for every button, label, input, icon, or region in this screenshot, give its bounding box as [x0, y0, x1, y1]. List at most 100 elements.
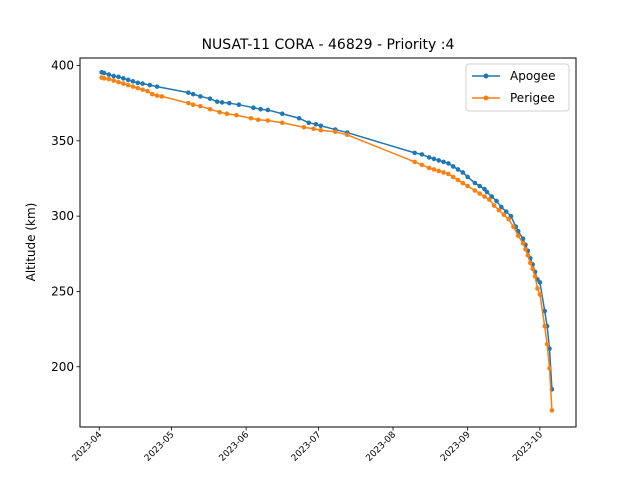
perigee-point [265, 118, 271, 123]
apogee-point [265, 107, 271, 113]
apogee-point [130, 79, 136, 84]
legend: Apogee Perigee [465, 63, 570, 112]
perigee-point [301, 124, 307, 130]
perigee-point [530, 266, 535, 272]
series-layer [99, 70, 555, 413]
apogee-point [460, 170, 466, 175]
perigee-point [506, 216, 511, 222]
chart-title: NUSAT-11 CORA - 46829 - Priority :4 [202, 37, 455, 53]
apogee-point [450, 164, 456, 169]
perigee-point [419, 162, 425, 168]
legend-perigee-marker [483, 95, 489, 101]
apogee-point [441, 159, 446, 165]
perigee-point [111, 78, 117, 83]
perigee-point [145, 88, 150, 94]
perigee-point [412, 159, 417, 165]
perigee-point [460, 180, 466, 186]
apogee-point [426, 155, 432, 160]
apogee-point [140, 81, 145, 86]
perigee-point [217, 109, 222, 115]
y-tick-label: 200 [51, 360, 74, 374]
y-axis-label: Altitude (km) [24, 203, 38, 282]
apogee-point [226, 100, 232, 106]
apogee-point [494, 198, 499, 204]
perigee-point [311, 126, 316, 132]
perigee-point [542, 323, 547, 329]
y-tick-label: 400 [51, 59, 74, 73]
legend-apogee-marker [483, 73, 489, 79]
perigee-point [159, 94, 165, 99]
perigee-point [186, 100, 191, 106]
perigee-point [501, 212, 507, 217]
apogee-point [207, 96, 213, 101]
apogee-point [431, 156, 437, 162]
apogee-point [106, 72, 112, 77]
perigee-point [149, 91, 155, 97]
apogee-point [472, 180, 478, 186]
y-tick-label: 350 [51, 134, 74, 148]
apogee-point [219, 100, 225, 105]
perigee-point [248, 115, 254, 121]
perigee-point [234, 112, 239, 118]
perigee-point [549, 408, 555, 413]
perigee-point [547, 365, 552, 371]
perigee-point [101, 76, 107, 81]
apogee-point [236, 102, 242, 107]
apogee-point [121, 76, 126, 81]
perigee-point [279, 120, 285, 126]
perigee-point [318, 127, 324, 133]
perigee-point [532, 274, 538, 279]
perigee-point [446, 171, 451, 177]
perigee-point [491, 203, 497, 208]
perigee-point [125, 82, 131, 88]
y-tick-label: 250 [51, 284, 74, 298]
perigee-point [487, 197, 492, 202]
perigee-point [106, 76, 112, 82]
apogee-point [419, 152, 425, 157]
apogee-point [477, 183, 482, 189]
perigee-point [116, 79, 121, 85]
y-tick-label: 300 [51, 209, 74, 223]
apogee-point [198, 94, 203, 99]
apogee-point [214, 99, 220, 104]
perigee-point [431, 167, 437, 172]
apogee-point [186, 90, 191, 95]
apogee-point [135, 80, 141, 86]
perigee-point [515, 233, 521, 239]
perigee-point [255, 117, 261, 123]
perigee-point [190, 102, 196, 107]
perigee-point [523, 246, 528, 252]
perigee-point [520, 240, 526, 246]
perigee-point [537, 292, 543, 297]
perigee-point [224, 111, 230, 117]
perigee-point [527, 260, 533, 266]
perigee-point [154, 93, 160, 98]
series-perigee [99, 75, 555, 413]
apogee-point [313, 121, 319, 127]
perigee-point [332, 129, 338, 135]
apogee-point [412, 150, 417, 156]
apogee-point [296, 115, 302, 121]
perigee-point [472, 188, 478, 193]
apogee-point [542, 308, 547, 314]
apogee-point [125, 77, 131, 83]
apogee-point [116, 74, 121, 80]
perigee-point [121, 81, 126, 86]
perigee-point [450, 174, 456, 180]
apogee-point [279, 111, 285, 117]
perigee-point [455, 177, 461, 183]
perigee-point [465, 183, 470, 189]
apogee-point [446, 161, 451, 166]
apogee-point [147, 82, 153, 88]
apogee-point [251, 105, 256, 110]
plot-area-frame [79, 57, 577, 428]
apogee-point [520, 236, 526, 242]
perigee-point [535, 286, 540, 291]
apogee-point [101, 70, 107, 76]
perigee-point [544, 341, 550, 347]
apogee-point [258, 106, 263, 112]
perigee-point [207, 106, 213, 112]
apogee-point [537, 280, 543, 285]
perigee-point [525, 253, 531, 258]
